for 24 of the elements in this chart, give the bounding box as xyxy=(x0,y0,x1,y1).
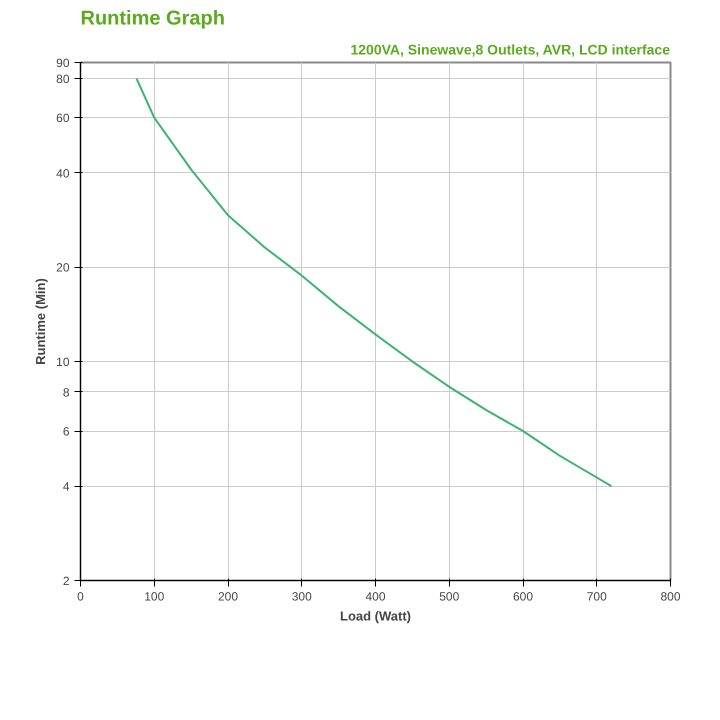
y-tick-label: 8 xyxy=(62,385,70,400)
y-tick-label: 80 xyxy=(56,72,70,86)
x-tick-label: 400 xyxy=(365,590,386,604)
x-tick-label: 100 xyxy=(144,590,165,604)
y-tick-label: 60 xyxy=(56,111,70,126)
x-tick-label: 300 xyxy=(292,590,312,604)
y-tick-label: 6 xyxy=(62,424,70,439)
x-tick-label: 500 xyxy=(439,590,460,604)
y-tick-label: 10 xyxy=(56,354,70,369)
y-tick-label: 90 xyxy=(56,56,70,70)
y-axis-title: Runtime (Min) xyxy=(33,278,48,365)
x-tick-label: 200 xyxy=(218,590,238,604)
y-tick-label: 4 xyxy=(62,480,70,494)
x-tick-label: 0 xyxy=(77,590,84,604)
y-tick-label: 40 xyxy=(56,166,70,180)
chart-subtitle: 1200VA, Sinewave,8 Outlets, AVR, LCD interface xyxy=(350,42,670,58)
x-axis-title: Load (Watt) xyxy=(340,608,411,624)
line-series xyxy=(136,78,612,488)
y-tick-label: 2 xyxy=(62,574,70,588)
chart-title: Runtime Graph xyxy=(80,8,225,30)
x-tick-label: 700 xyxy=(586,590,608,604)
y-tick-label: 20 xyxy=(56,260,70,275)
x-tick-label: 800 xyxy=(660,590,681,604)
x-tick-label: 600 xyxy=(512,590,534,604)
